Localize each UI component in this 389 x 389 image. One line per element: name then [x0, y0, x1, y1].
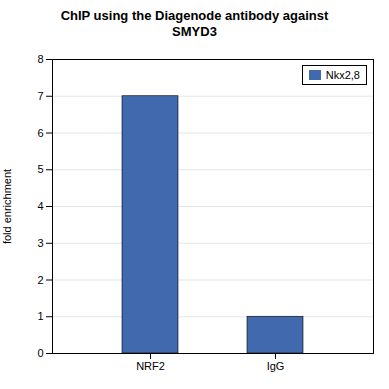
- svg-text:4: 4: [37, 200, 43, 212]
- svg-text:3: 3: [37, 236, 43, 248]
- html-text:ChIP using the Diagenode antib: ChIP using the Diagenode antibody agains…: [60, 8, 329, 40]
- svg-text:2: 2: [37, 273, 43, 285]
- html-text:Nkx2,8: Nkx2,8: [325, 68, 360, 81]
- svg-text:0: 0: [37, 347, 43, 359]
- svg-text:5: 5: [37, 163, 43, 175]
- svg-text:8: 8: [37, 53, 43, 65]
- svg-text:IgG: IgG: [267, 360, 285, 372]
- svg-text:fold enrichment: fold enrichment: [1, 168, 13, 243]
- svg-text:1: 1: [37, 310, 43, 322]
- svg-text:6: 6: [37, 126, 43, 138]
- svg-text:NRF2: NRF2: [136, 360, 165, 372]
- svg-text:7: 7: [37, 89, 43, 101]
